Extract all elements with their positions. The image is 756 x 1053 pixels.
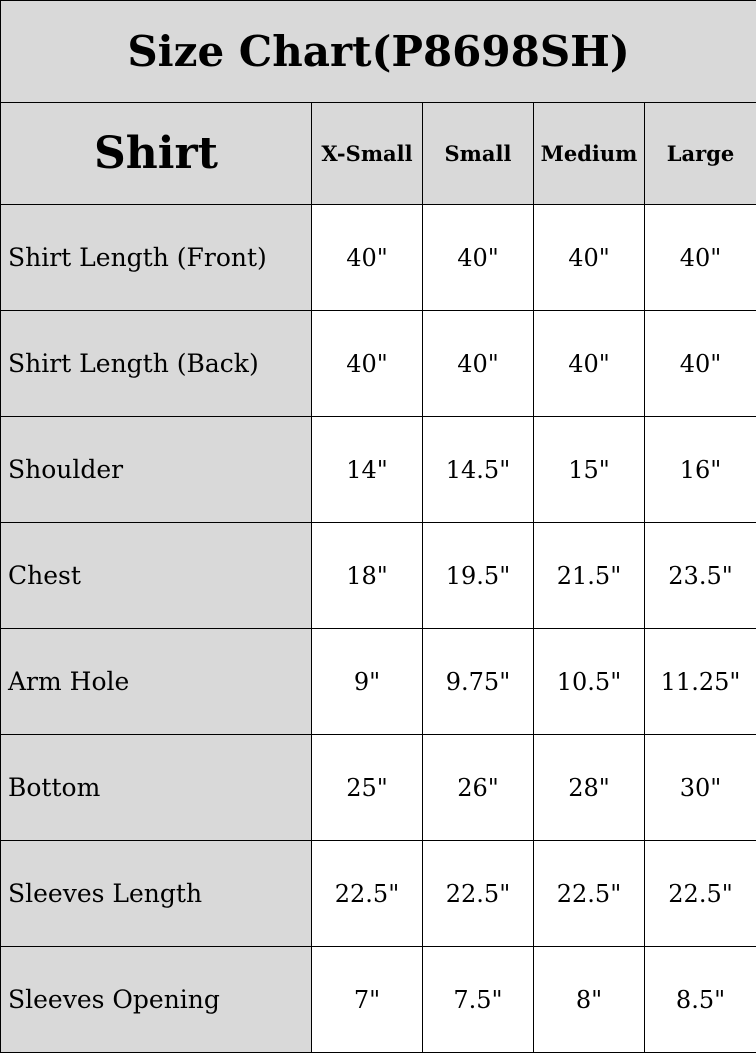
measurement-cell: 28" [534, 735, 645, 841]
measurement-cell: 7" [312, 947, 423, 1053]
measurement-cell: 40" [423, 311, 534, 417]
measurement-cell: 22.5" [534, 841, 645, 947]
measurement-cell: 40" [645, 205, 756, 311]
measurement-cell: 30" [645, 735, 756, 841]
measurement-cell: 8.5" [645, 947, 756, 1053]
measurement-cell: 19.5" [423, 523, 534, 629]
row-label: Arm Hole [1, 629, 312, 735]
row-label: Sleeves Length [1, 841, 312, 947]
size-header-small: Small [423, 103, 534, 205]
measurement-cell: 40" [312, 205, 423, 311]
measurement-cell: 40" [423, 205, 534, 311]
table-row: Shirt Length (Back)40"40"40"40" [1, 311, 756, 417]
measurement-cell: 10.5" [534, 629, 645, 735]
row-label: Shoulder [1, 417, 312, 523]
measurement-cell: 40" [312, 311, 423, 417]
measurement-cell: 18" [312, 523, 423, 629]
row-label: Sleeves Opening [1, 947, 312, 1053]
measurement-cell: 40" [534, 311, 645, 417]
measurement-cell: 23.5" [645, 523, 756, 629]
measurement-cell: 9" [312, 629, 423, 735]
measurement-cell: 15" [534, 417, 645, 523]
row-label: Shirt Length (Back) [1, 311, 312, 417]
measurement-cell: 8" [534, 947, 645, 1053]
measurement-cell: 21.5" [534, 523, 645, 629]
measurement-cell: 22.5" [645, 841, 756, 947]
row-label: Chest [1, 523, 312, 629]
row-label: Shirt Length (Front) [1, 205, 312, 311]
measurement-cell: 22.5" [423, 841, 534, 947]
measurement-cell: 40" [534, 205, 645, 311]
measurement-cell: 11.25" [645, 629, 756, 735]
measurement-cell: 9.75" [423, 629, 534, 735]
size-header-medium: Medium [534, 103, 645, 205]
measurement-cell: 22.5" [312, 841, 423, 947]
measurement-cell: 7.5" [423, 947, 534, 1053]
size-header-large: Large [645, 103, 756, 205]
measurement-cell: 26" [423, 735, 534, 841]
section-header: Shirt [1, 103, 312, 205]
table-row: Shirt Length (Front)40"40"40"40" [1, 205, 756, 311]
row-label: Bottom [1, 735, 312, 841]
measurement-cell: 14.5" [423, 417, 534, 523]
measurement-cell: 25" [312, 735, 423, 841]
chart-title: Size Chart(P8698SH) [1, 1, 756, 103]
measurement-cell: 40" [645, 311, 756, 417]
measurement-cell: 16" [645, 417, 756, 523]
size-header-xsmall: X-Small [312, 103, 423, 205]
measurement-cell: 14" [312, 417, 423, 523]
